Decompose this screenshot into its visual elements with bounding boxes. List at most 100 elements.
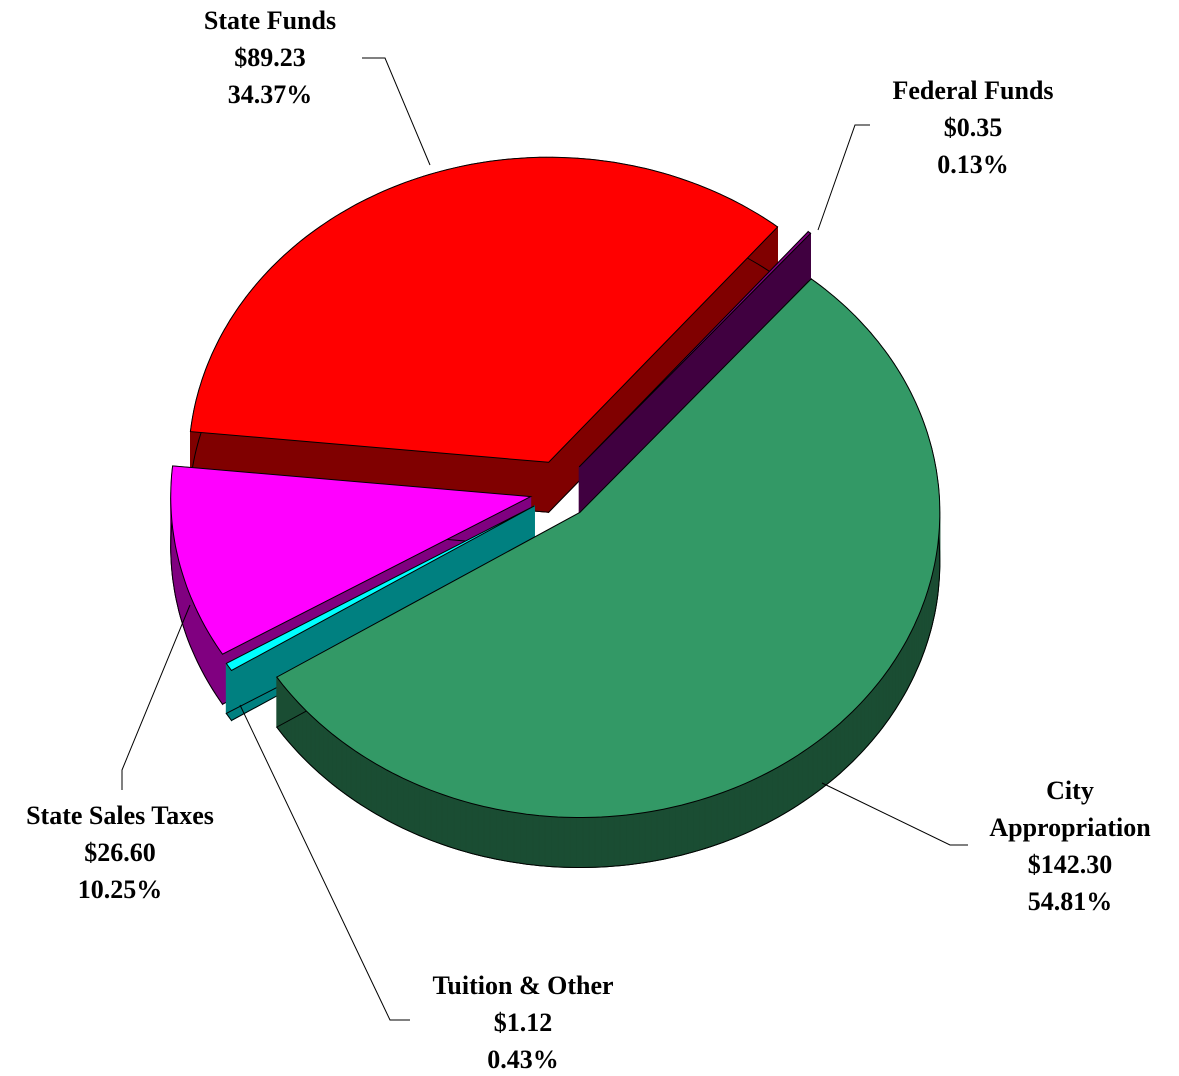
value-label: $142.30: [1027, 850, 1113, 879]
slice-wall: [722, 789, 729, 844]
slice-wall: [381, 766, 388, 821]
slice-wall: [327, 729, 333, 786]
slice-wall: [436, 791, 443, 845]
slice-wall: [538, 815, 546, 867]
slice-wall: [797, 750, 804, 806]
slice-wall: [830, 726, 837, 782]
slice-wall: [551, 816, 559, 868]
slice-wall: [826, 729, 832, 786]
slice-wall: [459, 799, 467, 853]
slice-wall: [885, 667, 890, 725]
slice-label: Federal Funds $0.35 0.13%: [823, 72, 1123, 183]
slice-wall: [895, 653, 899, 711]
slice-wall: [314, 718, 320, 774]
slice-label: State Sales Taxes $26.60 10.25%: [0, 797, 270, 908]
slice-wall: [601, 816, 609, 868]
slice-wall: [204, 624, 208, 683]
slice-wall: [638, 812, 646, 864]
slice-wall: [391, 772, 398, 827]
slice-wall: [681, 802, 688, 856]
leader-line: [239, 704, 410, 1021]
slice-wall: [782, 760, 789, 815]
slice-wall: [594, 816, 602, 868]
slice-wall: [424, 787, 432, 841]
slice-wall: [376, 763, 382, 818]
slice-wall: [323, 725, 329, 782]
slice-wall: [745, 780, 752, 835]
slice-outline: [170, 515, 533, 705]
slice-wall: [532, 814, 540, 867]
slice-wall: [355, 750, 362, 806]
slice-wall: [802, 747, 809, 803]
slice-wall: [507, 810, 515, 863]
slice-wall: [656, 808, 664, 861]
slice-wall: [346, 744, 352, 799]
category-label: Federal Funds: [892, 76, 1054, 105]
leader-line: [817, 124, 870, 231]
percentage-label: 0.13%: [937, 150, 1009, 179]
slice-wall: [483, 806, 491, 859]
slice-wall: [807, 744, 814, 800]
slice-wall: [693, 799, 700, 853]
slice-wall: [209, 634, 214, 692]
slice-wall: [860, 698, 865, 755]
slice-wall: [772, 766, 779, 821]
percentage-label: 10.25%: [77, 875, 163, 904]
slice-wall: [441, 793, 449, 847]
slice-wall: [900, 643, 905, 702]
slice-wall: [207, 629, 211, 688]
slice-wall: [777, 763, 784, 818]
slice-wall: [687, 801, 694, 855]
percentage-label: 0.43%: [487, 1045, 559, 1074]
value-label: $0.35: [943, 113, 1003, 142]
slice-wall: [888, 662, 893, 720]
slice-wall: [419, 785, 426, 839]
slice-wall: [526, 813, 534, 866]
slice-wall: [852, 706, 858, 763]
slice-wall: [544, 815, 552, 868]
slice-wall: [607, 815, 615, 868]
slice-wall: [848, 710, 854, 767]
slice-wall: [626, 813, 634, 866]
slice-wall: [871, 685, 877, 742]
slice-wall: [365, 757, 372, 812]
slice-wall: [868, 689, 873, 746]
category-label: State Sales Taxes: [26, 801, 214, 830]
slice-wall: [817, 737, 823, 793]
slice-wall: [632, 812, 640, 865]
slice-wall: [430, 789, 437, 843]
slice-label: State Funds $89.23 34.37%: [120, 2, 420, 113]
slice-wall: [576, 817, 584, 868]
slice-wall: [402, 777, 409, 832]
slice-wall: [386, 769, 393, 824]
slice-wall: [875, 680, 880, 738]
slice-wall: [733, 785, 741, 839]
slice-wall: [710, 793, 718, 848]
slice-wall: [839, 718, 845, 775]
slice-wall: [704, 795, 712, 849]
slice-wall: [569, 816, 577, 868]
slice-wall: [792, 754, 799, 809]
slice-wall: [864, 693, 869, 751]
slice-wall: [520, 812, 527, 865]
slice-wall: [739, 782, 746, 837]
leader-line: [362, 57, 431, 166]
slice-wall: [495, 808, 503, 861]
slice-wall: [716, 791, 724, 846]
slice-wall: [306, 710, 312, 767]
slice-wall: [582, 816, 590, 868]
slice: [225, 505, 535, 672]
slice-wall: [212, 638, 217, 697]
slice-wall: [302, 706, 307, 763]
slice-wall: [310, 714, 316, 771]
slice-wall: [613, 815, 621, 867]
slice-wall: [370, 760, 377, 815]
slice-wall: [563, 816, 571, 868]
slice-wall: [898, 648, 902, 706]
slice-wall: [856, 702, 862, 759]
slice-wall: [215, 643, 220, 701]
slice-wall: [821, 733, 828, 789]
slice-wall: [619, 814, 627, 867]
